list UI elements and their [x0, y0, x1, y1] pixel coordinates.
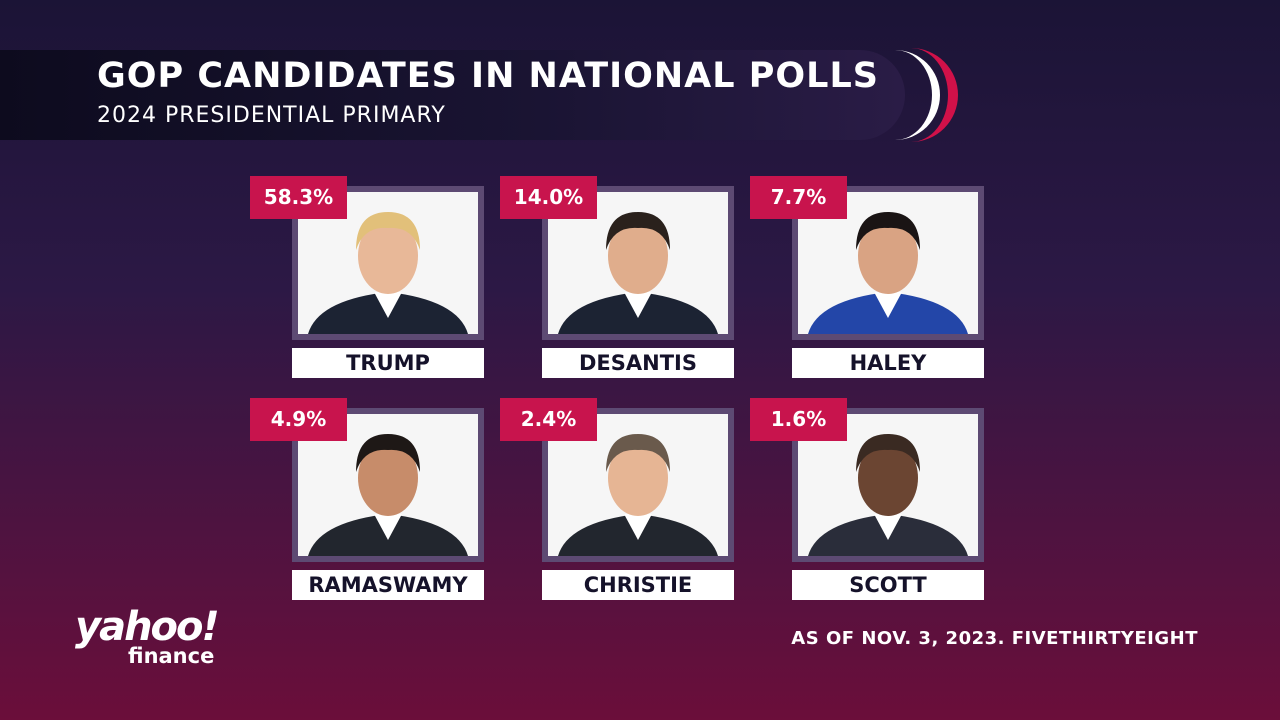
- poll-percent: 2.4%: [500, 398, 597, 441]
- portrait-face: [358, 440, 418, 516]
- portrait: [808, 434, 968, 556]
- poll-percent: 14.0%: [500, 176, 597, 219]
- header-swoosh: [880, 48, 958, 142]
- portrait-face: [858, 218, 918, 294]
- candidate-name: SCOTT: [792, 570, 984, 600]
- poll-percent: 1.6%: [750, 398, 847, 441]
- portrait-collar: [624, 514, 652, 540]
- portrait-face: [608, 440, 668, 516]
- candidate-photo: [542, 408, 734, 562]
- poll-percent: 7.7%: [750, 176, 847, 219]
- candidate-name: RAMASWAMY: [292, 570, 484, 600]
- portrait: [808, 212, 968, 334]
- candidate-photo: [292, 186, 484, 340]
- candidate-photo: [292, 408, 484, 562]
- portrait-collar: [374, 514, 402, 540]
- logo-brand: yahoo!: [75, 604, 220, 650]
- candidate-name: HALEY: [792, 348, 984, 378]
- portrait: [558, 212, 718, 334]
- portrait-hair: [856, 212, 920, 250]
- portrait-collar: [874, 292, 902, 318]
- candidate-photo: [792, 408, 984, 562]
- candidate-photo: [542, 186, 734, 340]
- portrait: [558, 434, 718, 556]
- candidate-name: CHRISTIE: [542, 570, 734, 600]
- logo-product: finance: [128, 644, 215, 668]
- poll-percent: 4.9%: [250, 398, 347, 441]
- portrait-hair: [856, 434, 920, 472]
- portrait-hair: [356, 434, 420, 472]
- portrait-collar: [874, 514, 902, 540]
- poll-percent: 58.3%: [250, 176, 347, 219]
- portrait-face: [858, 440, 918, 516]
- portrait-hair: [606, 212, 670, 250]
- title: GOP CANDIDATES IN NATIONAL POLLS: [97, 56, 879, 96]
- portrait-hair: [606, 434, 670, 472]
- portrait-hair: [356, 212, 420, 250]
- portrait-collar: [624, 292, 652, 318]
- portrait-face: [358, 218, 418, 294]
- portrait: [308, 212, 468, 334]
- candidate-name: DESANTIS: [542, 348, 734, 378]
- header-bar: [0, 50, 905, 140]
- candidate-name: TRUMP: [292, 348, 484, 378]
- portrait-collar: [374, 292, 402, 318]
- portrait-face: [608, 218, 668, 294]
- portrait: [308, 434, 468, 556]
- subtitle: 2024 PRESIDENTIAL PRIMARY: [97, 103, 446, 128]
- header-swoosh: [865, 50, 940, 140]
- source-note: AS OF NOV. 3, 2023. FIVETHIRTYEIGHT: [791, 628, 1198, 649]
